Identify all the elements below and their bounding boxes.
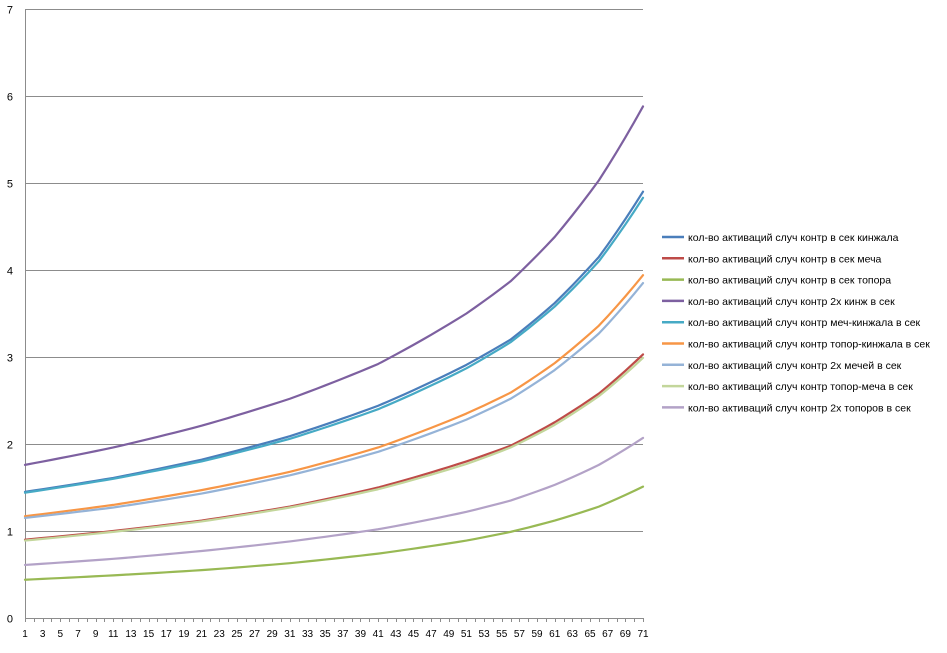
y-tick-label: 4 xyxy=(7,266,13,278)
x-tick-label: 17 xyxy=(161,629,173,640)
legend-label: кол-во активаций случ контр 2х мечей в с… xyxy=(688,360,902,372)
x-tick-label: 53 xyxy=(479,629,491,640)
x-tick-label: 33 xyxy=(302,629,314,640)
x-tick-label: 63 xyxy=(567,629,579,640)
x-tick-label: 43 xyxy=(390,629,402,640)
series-layer xyxy=(23,105,645,581)
legend-label: кол-во активаций случ контр в сек кинжал… xyxy=(688,232,899,244)
y-tick-label: 1 xyxy=(7,527,13,539)
x-tick-label: 45 xyxy=(408,629,420,640)
legend-label: кол-во активаций случ контр меч-кинжала … xyxy=(688,317,921,329)
legend-label: кол-во активаций случ контр 2х кинж в се… xyxy=(688,296,895,308)
x-tick-label: 31 xyxy=(284,629,296,640)
x-tick-label: 29 xyxy=(267,629,279,640)
x-tick-label: 7 xyxy=(75,629,81,640)
x-tick-label: 27 xyxy=(249,629,261,640)
x-tick-label: 25 xyxy=(231,629,243,640)
x-tick-label: 67 xyxy=(602,629,614,640)
series-line xyxy=(23,436,645,567)
grid-layer xyxy=(25,9,643,532)
x-tick-label: 5 xyxy=(58,629,64,640)
series-line xyxy=(23,274,645,518)
x-tick-label: 35 xyxy=(320,629,332,640)
legend-label: кол-во активаций случ контр 2х топоров в… xyxy=(688,402,911,414)
x-tick-label: 55 xyxy=(496,629,508,640)
x-tick-label: 23 xyxy=(214,629,226,640)
y-tick-label: 3 xyxy=(7,353,13,365)
x-tick-label: 3 xyxy=(40,629,46,640)
series-line xyxy=(23,281,645,520)
y-tick-label: 5 xyxy=(7,179,13,191)
x-tick-label: 21 xyxy=(196,629,208,640)
series-line xyxy=(23,105,645,466)
series-line xyxy=(23,196,645,494)
legend-label: кол-во активаций случ контр в сек топора xyxy=(688,275,891,287)
legend-label: кол-во активаций случ контр в сек меча xyxy=(688,253,882,265)
legend-label: кол-во активаций случ контр топор-меча в… xyxy=(688,381,913,393)
x-tick-label: 59 xyxy=(531,629,543,640)
x-tick-label: 61 xyxy=(549,629,561,640)
y-tick-label: 6 xyxy=(7,92,13,104)
y-tick-label: 0 xyxy=(7,614,13,626)
legend-label: кол-во активаций случ контр топор-кинжал… xyxy=(688,339,930,351)
x-tick-label: 37 xyxy=(337,629,349,640)
x-tick-label: 47 xyxy=(426,629,438,640)
x-tick-label: 9 xyxy=(93,629,99,640)
x-tick-label: 65 xyxy=(584,629,596,640)
series-line xyxy=(23,356,645,542)
x-tick-label: 49 xyxy=(443,629,455,640)
x-tick-label: 41 xyxy=(373,629,385,640)
legend: кол-во активаций случ контр в сек кинжал… xyxy=(662,232,930,414)
x-tick-label: 39 xyxy=(355,629,367,640)
x-tick-label: 69 xyxy=(620,629,632,640)
y-tick-label: 7 xyxy=(7,5,13,17)
x-tick-label: 13 xyxy=(125,629,137,640)
y-tick-label: 2 xyxy=(7,440,13,452)
x-tick-label: 57 xyxy=(514,629,526,640)
x-tick-label: 51 xyxy=(461,629,473,640)
x-tick-label: 11 xyxy=(108,629,119,640)
x-tick-label: 71 xyxy=(637,629,649,640)
x-tick-label: 15 xyxy=(143,629,155,640)
series-line xyxy=(23,485,645,581)
x-tick-label: 19 xyxy=(178,629,190,640)
x-tick-label: 1 xyxy=(22,629,28,640)
